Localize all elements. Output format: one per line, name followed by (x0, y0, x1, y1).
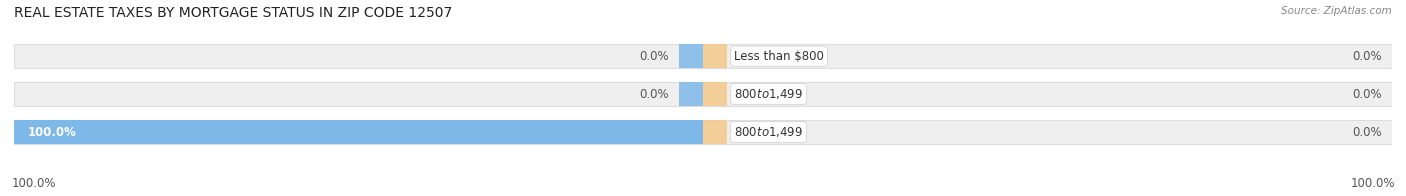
Bar (14, 82, 1392, 106)
Text: 0.0%: 0.0% (638, 88, 669, 101)
Text: REAL ESTATE TAXES BY MORTGAGE STATUS IN ZIP CODE 12507: REAL ESTATE TAXES BY MORTGAGE STATUS IN … (14, 6, 453, 20)
Text: 100.0%: 100.0% (11, 177, 56, 190)
Text: $800 to $1,499: $800 to $1,499 (734, 87, 803, 101)
Bar (679, 120, 703, 144)
Bar (14, 44, 1392, 68)
Text: 0.0%: 0.0% (1353, 50, 1382, 63)
Text: Less than $800: Less than $800 (734, 50, 824, 63)
Bar (14, 120, 703, 144)
Text: Source: ZipAtlas.com: Source: ZipAtlas.com (1281, 6, 1392, 16)
Bar (703, 120, 727, 144)
Text: 0.0%: 0.0% (1353, 88, 1382, 101)
Bar (679, 82, 703, 106)
Text: 0.0%: 0.0% (638, 50, 669, 63)
Text: 100.0%: 100.0% (1350, 177, 1395, 190)
Text: 0.0%: 0.0% (1353, 125, 1382, 139)
Bar (703, 82, 727, 106)
Text: $800 to $1,499: $800 to $1,499 (734, 125, 803, 139)
Bar (679, 44, 703, 68)
Bar (14, 120, 1392, 144)
Bar (703, 44, 727, 68)
Text: 100.0%: 100.0% (28, 125, 77, 139)
